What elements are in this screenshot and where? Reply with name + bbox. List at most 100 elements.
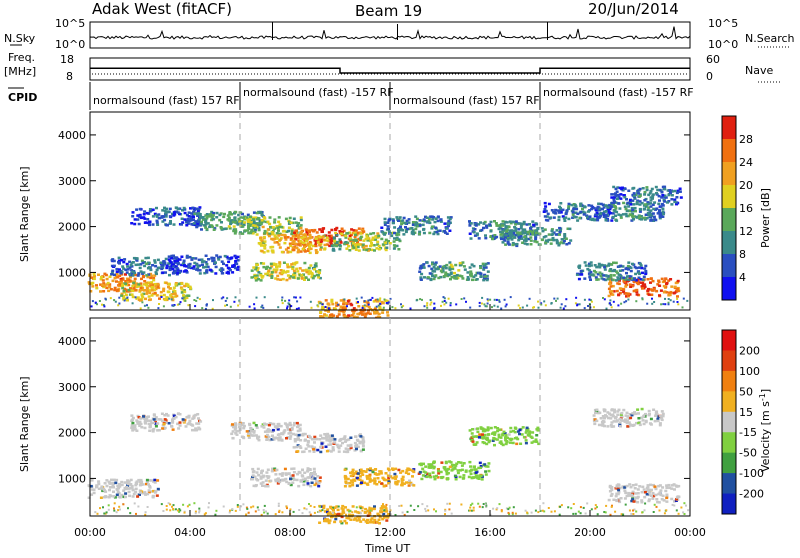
powerScatter-ground-167 xyxy=(545,304,547,306)
powerScatter-pt-3-69 xyxy=(205,255,208,258)
velScatter-pt-2-78 xyxy=(280,425,283,428)
velScatter-pt-2-128 xyxy=(242,422,245,425)
powerScatter-pt-10-90 xyxy=(357,246,360,249)
powerScatter-pt-6-107 xyxy=(288,227,291,230)
powerScatter-pt-6-133 xyxy=(293,218,296,221)
powerScatter-pt-6-119 xyxy=(247,232,250,235)
powerScatter-pt-1-134 xyxy=(174,283,177,286)
powerScatter-pt-18-115 xyxy=(677,280,680,283)
powerScatter-pt-4-90 xyxy=(183,207,186,210)
powerScatter-pt-19-121 xyxy=(615,262,618,265)
powerScatter-ground-45 xyxy=(506,304,508,306)
powerScatter-pt-1-120 xyxy=(167,290,170,293)
powerScatter-pt-2-90 xyxy=(113,265,116,268)
powerScatter-pt-17-121 xyxy=(679,188,682,191)
powerScatter-pt-18-131 xyxy=(617,293,620,296)
velScatter-pt-1-73 xyxy=(177,427,180,430)
powerScatter-ground-136 xyxy=(662,303,664,305)
velScatter-pt-3-109 xyxy=(337,446,340,449)
powerScatter-ground-118 xyxy=(376,306,378,308)
powerScatter-pt-15-88 xyxy=(576,213,579,216)
velScatter-pt-5-114 xyxy=(372,471,375,474)
powerScatter-pt-8-15 xyxy=(263,247,266,250)
powerScatter-pt-19-136 xyxy=(612,279,615,282)
velScatter-ground-118 xyxy=(134,502,136,504)
velScatter-pt-0-110 xyxy=(120,481,123,484)
velScatter-pt-3-37 xyxy=(299,439,302,442)
velScatter-pt-9-97 xyxy=(624,497,627,500)
powerScatter-pt-20-36 xyxy=(330,299,333,302)
powerScatter-pt-16-132 xyxy=(596,207,599,210)
powerScatter-pt-2-45 xyxy=(140,270,143,273)
powerScatter-pt-3-53 xyxy=(201,261,204,264)
powerScatter-pt-17-139 xyxy=(639,188,642,191)
powerScatter-pt-0-10 xyxy=(91,285,94,288)
powerScatter-ground-134 xyxy=(230,306,232,308)
powerScatter-pt-13-39 xyxy=(490,221,493,224)
velScatter-pt-9-0 xyxy=(659,489,662,492)
powerScatter-ground-192 xyxy=(179,303,181,305)
powerScatter-pt-12-120 xyxy=(483,265,486,268)
powerScatter-pt-11-63 xyxy=(434,227,437,230)
powerScatter-pt-5-118 xyxy=(216,212,219,215)
velScatter-ground-73 xyxy=(293,511,295,513)
velScatter-ground-5 xyxy=(499,503,501,505)
velScatter-ground-170 xyxy=(302,512,304,514)
powerScatter-pt-9-114 xyxy=(275,263,278,266)
powerScatter-pt-8-81 xyxy=(283,242,286,245)
powerScatter-pt-16-117 xyxy=(631,214,634,217)
velScatter-ground-31 xyxy=(314,506,316,508)
powerScatter-pt-17-101 xyxy=(629,203,632,206)
powerScatter-pt-12-119 xyxy=(419,267,422,270)
velScatter-pt-8-118 xyxy=(616,414,619,417)
powerScatter-pt-3-64 xyxy=(186,256,189,259)
velScatter-ground-38 xyxy=(198,508,200,510)
velScatter-ground-39 xyxy=(172,508,174,510)
velScatter-ground-164 xyxy=(113,510,115,512)
powerScatter-pt-0-130 xyxy=(127,279,130,282)
powerScatter-pt-8-93 xyxy=(324,244,327,247)
powerScatter-pt-9-127 xyxy=(307,279,310,282)
velScatter-pt-5-72 xyxy=(352,469,355,472)
velScatter-pt-7-103 xyxy=(490,427,493,430)
powerScatter-pt-4-128 xyxy=(164,210,167,213)
powerScatter-pt-8-87 xyxy=(274,241,277,244)
powerScatter-pt-17-137 xyxy=(658,199,661,202)
powerScatter-pt-18-139 xyxy=(646,290,649,293)
velScatter-pt-1-117 xyxy=(185,425,188,428)
powerScatter-pt-11-80 xyxy=(386,222,389,225)
velScatter-pt-3-123 xyxy=(331,439,334,442)
powerScatter-ground-155 xyxy=(249,306,251,308)
powerScatter-pt-15-139 xyxy=(573,216,576,219)
powerScatter-pt-8-100 xyxy=(302,248,305,251)
powerScatter-pt-14-131 xyxy=(514,229,517,232)
powerScatter-pt-10-105 xyxy=(365,249,368,252)
powerScatter-pt-9-77 xyxy=(252,266,255,269)
powerScatter-pt-8-123 xyxy=(315,238,318,241)
powerScatter-pt-10-81 xyxy=(347,245,350,248)
powerScatter-pt-6-122 xyxy=(242,216,245,219)
powerScatter-pt-14-52 xyxy=(514,227,517,230)
powerScatter-pt-1-128 xyxy=(180,283,183,286)
power-cbar-tick-4: 4 xyxy=(739,271,746,284)
powerScatter-pt-8-120 xyxy=(279,239,282,242)
powerScatter-pt-2-89 xyxy=(118,262,121,265)
velScatter-pt-4-128 xyxy=(253,485,256,488)
powerScatter-ground-119 xyxy=(670,299,672,301)
velScatter-pt-0-131 xyxy=(103,496,106,499)
powerScatter-pt-14-79 xyxy=(543,236,546,239)
powerScatter-pt-16-19 xyxy=(605,210,608,213)
powerScatter-pt-8-58 xyxy=(271,246,274,249)
powerScatter-pt-8-108 xyxy=(300,240,303,243)
velScatter-pt-2-102 xyxy=(272,429,275,432)
powerScatter-pt-12-75 xyxy=(469,266,472,269)
powerScatter-pt-1-90 xyxy=(126,299,129,302)
velScatter-pt-6-65 xyxy=(469,465,472,468)
velScatter-pt-8-114 xyxy=(604,414,607,417)
powerScatter-ground-218 xyxy=(124,300,126,302)
powerScatter-pt-8-86 xyxy=(303,242,306,245)
velScatter-pt-7-1 xyxy=(535,434,538,437)
powerScatter-pt-12-50 xyxy=(454,264,457,267)
powerScatter-pt-14-103 xyxy=(527,231,530,234)
powerScatter-pt-5-114 xyxy=(212,214,215,217)
